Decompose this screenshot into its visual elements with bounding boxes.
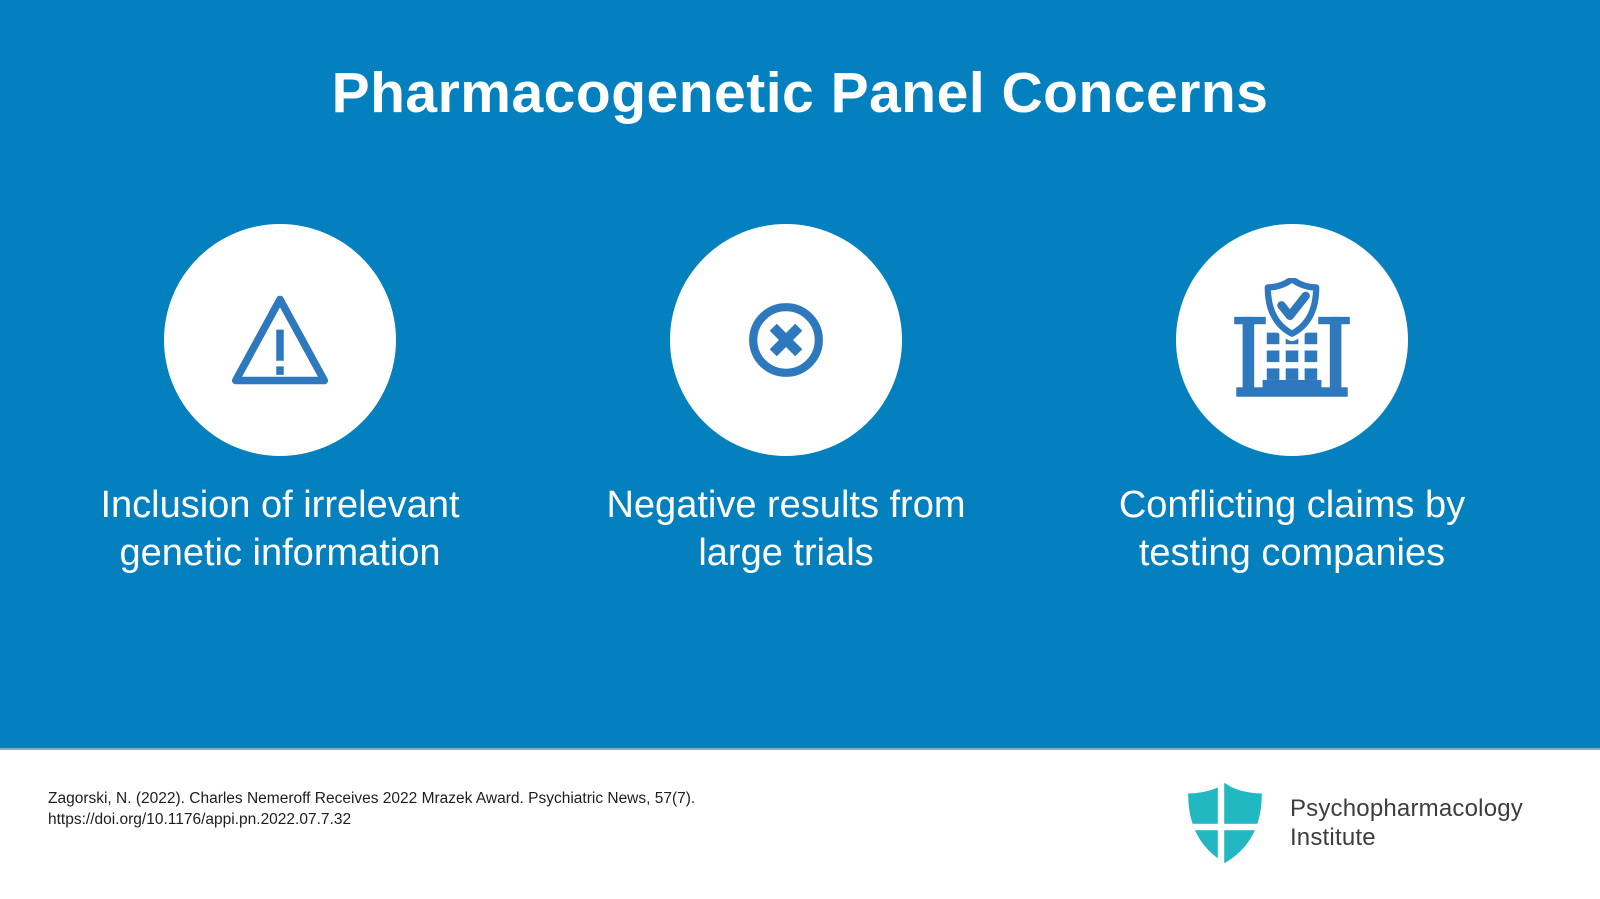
logo-text-line-1: Psychopharmacology [1289,795,1523,822]
caption-line: testing companies [1138,532,1446,574]
icon-circle [164,224,396,456]
logo-text-line-2: Institute [1289,824,1376,851]
x-circle-icon [749,303,823,377]
slide-title: Pharmacogenetic Panel Concerns [331,61,1269,125]
caption-line: Negative results from [606,484,966,526]
citation-line-1: Zagorski, N. (2022). Charles Nemeroff Re… [48,790,696,807]
concern-caption: Conflicting claims by testing companies [1119,481,1465,577]
concern-item-irrelevant-info: Inclusion of irrelevant genetic informat… [51,224,509,577]
logo: Psychopharmacology Institute [1185,783,1523,863]
shield-cross-logo-icon [1188,783,1262,863]
icon-circle [1176,224,1408,456]
logo-text: Psychopharmacology Institute [1290,794,1523,852]
caption-line: Conflicting claims by [1118,484,1466,526]
concern-item-negative-results: Negative results from large trials [557,224,1015,577]
concern-caption: Inclusion of irrelevant genetic informat… [100,481,459,577]
citation-line-2: https://doi.org/10.1176/appi.pn.2022.07.… [48,811,352,828]
certified-building-icon [1234,278,1350,397]
caption-line: large trials [698,532,874,574]
concerns-row: Inclusion of irrelevant genetic informat… [0,224,1600,577]
citation: Zagorski, N. (2022). Charles Nemeroff Re… [48,788,695,830]
concern-item-conflicting-claims: Conflicting claims by testing companies [1063,224,1521,577]
caption-line: Inclusion of irrelevant [100,484,460,526]
warning-triangle-icon [231,295,329,385]
caption-line: genetic information [119,532,441,574]
icon-circle [670,224,902,456]
footer: Zagorski, N. (2022). Charles Nemeroff Re… [0,750,1600,897]
blue-panel: Pharmacogenetic Panel Concerns Inclusion… [0,0,1600,750]
concern-caption: Negative results from large trials [606,481,965,577]
